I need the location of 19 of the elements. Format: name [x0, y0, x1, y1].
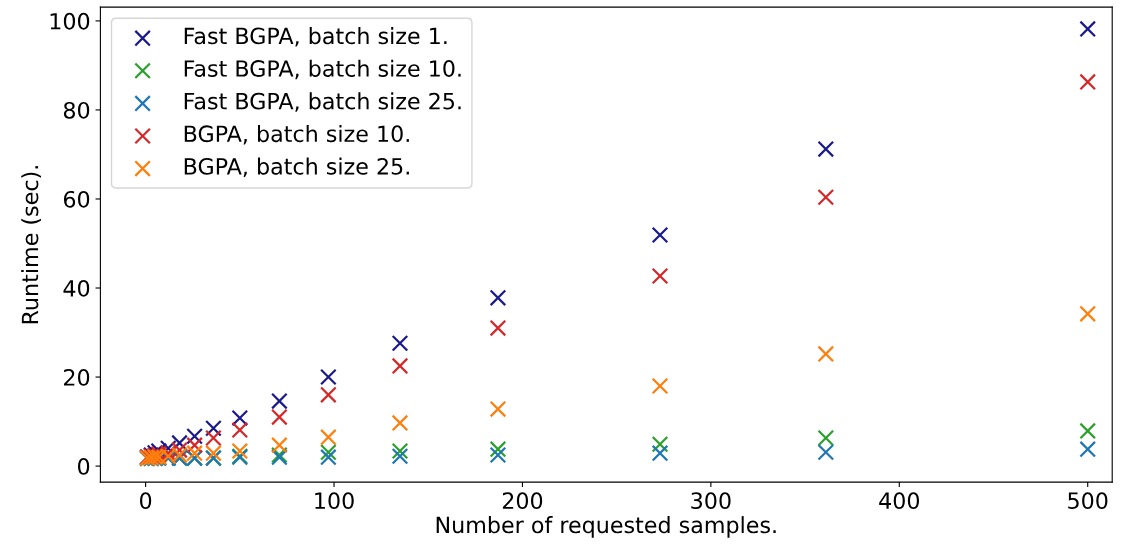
y-tick-label: 0 — [78, 458, 90, 475]
x-tick-label: 500 — [1068, 492, 1108, 510]
x-tick-label: 0 — [140, 492, 152, 510]
y-axis-title: Runtime (sec). — [21, 166, 42, 324]
x-tick-label: 200 — [502, 492, 543, 510]
x-tick-label: 400 — [879, 492, 920, 510]
x-tick-label: 100 — [315, 492, 354, 510]
y-tick-label: 60 — [63, 190, 90, 208]
x-tick-label: 300 — [691, 492, 731, 510]
legend-label: Fast BGPA, batch size 10. — [184, 59, 461, 80]
y-tick-label: 100 — [50, 12, 90, 30]
y-tick-label: 20 — [64, 369, 90, 386]
legend-label: BGPA, batch size 10. — [184, 124, 409, 145]
legend-label: Fast BGPA, batch size 1. — [184, 27, 447, 47]
y-tick-label: 80 — [63, 101, 90, 119]
x-axis-title: Number of requested samples. — [436, 516, 776, 538]
legend-label: Fast BGPA, batch size 25. — [184, 92, 461, 112]
legend-label: BGPA, batch size 25. — [184, 157, 409, 178]
y-tick-label: 40 — [63, 279, 90, 297]
